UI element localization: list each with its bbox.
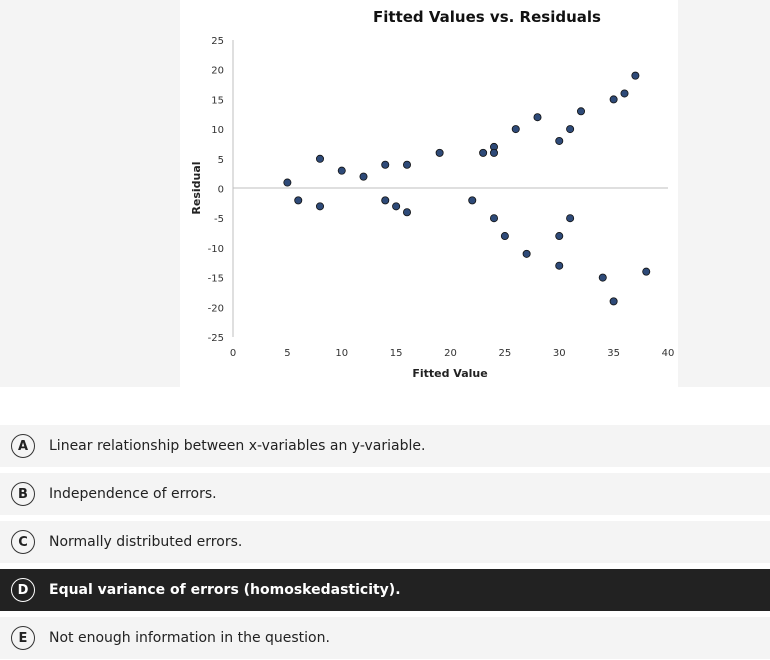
option-letter-badge: C: [11, 530, 35, 554]
data-point: [555, 232, 564, 241]
y-tick-label: -15: [208, 274, 224, 285]
data-point: [315, 202, 324, 211]
option-b[interactable]: B Independence of errors.: [0, 473, 770, 515]
data-point: [598, 273, 607, 282]
data-point: [566, 125, 575, 134]
data-point: [500, 232, 509, 241]
option-d[interactable]: D Equal variance of errors (homoskedasti…: [0, 569, 770, 611]
x-tick-label: 30: [553, 348, 566, 359]
option-letter-badge: E: [11, 626, 35, 650]
x-tick-label: 15: [390, 348, 403, 359]
y-axis-title: Residual: [190, 161, 203, 214]
option-text: Equal variance of errors (homoskedastici…: [49, 582, 401, 598]
y-tick-label: 0: [218, 185, 224, 196]
chart-panel: Fitted Values vs. Residuals 25 20 15 10 5 0 -5…: [180, 0, 678, 387]
data-point: [381, 196, 390, 205]
data-point: [479, 148, 488, 157]
option-text: Normally distributed errors.: [49, 534, 243, 550]
y-tick-label: 25: [211, 36, 224, 47]
data-point: [392, 202, 401, 211]
data-point: [609, 95, 618, 104]
data-point: [620, 89, 629, 98]
chart-title: Fitted Values vs. Residuals: [373, 8, 601, 26]
data-point: [522, 249, 531, 258]
option-letter-badge: B: [11, 482, 35, 506]
data-point: [359, 172, 368, 181]
option-text: Not enough information in the question.: [49, 630, 330, 646]
y-tick-label: 10: [211, 125, 224, 136]
data-point: [631, 71, 640, 80]
data-point: [468, 196, 477, 205]
data-point: [511, 125, 520, 134]
option-text: Linear relationship between x-variables …: [49, 438, 426, 454]
option-a[interactable]: A Linear relationship between x-variable…: [0, 425, 770, 467]
y-tick-label: -20: [208, 303, 224, 314]
data-point: [315, 154, 324, 163]
data-point: [402, 160, 411, 169]
option-e[interactable]: E Not enough information in the question…: [0, 617, 770, 659]
data-point: [642, 267, 651, 276]
y-tick-label: -25: [208, 333, 224, 344]
data-point: [283, 178, 292, 187]
data-point: [566, 214, 575, 223]
x-tick-label: 5: [284, 348, 290, 359]
x-tick-label: 40: [662, 348, 675, 359]
data-point: [402, 208, 411, 217]
y-tick-label: -10: [208, 244, 224, 255]
data-point: [609, 297, 618, 306]
x-tick-label: 20: [444, 348, 457, 359]
data-point: [337, 166, 346, 175]
scatter-chart: Fitted Values vs. Residuals 25 20 15 10 5 0 -5…: [190, 8, 675, 380]
data-point: [576, 107, 585, 116]
x-tick-label: 0: [230, 348, 236, 359]
option-text: Independence of errors.: [49, 486, 217, 502]
x-tick-label: 10: [335, 348, 348, 359]
option-letter-badge: D: [11, 578, 35, 602]
y-tick-label: -5: [214, 214, 224, 225]
option-letter-badge: A: [11, 434, 35, 458]
option-c[interactable]: C Normally distributed errors.: [0, 521, 770, 563]
data-point: [381, 160, 390, 169]
data-point: [533, 113, 542, 122]
data-point: [435, 148, 444, 157]
data-point: [555, 261, 564, 270]
data-point: [489, 148, 498, 157]
x-tick-label: 35: [607, 348, 620, 359]
data-point: [294, 196, 303, 205]
y-tick-label: 15: [211, 95, 224, 106]
y-tick-label: 20: [211, 66, 224, 77]
data-point: [489, 214, 498, 223]
x-tick-label: 25: [499, 348, 512, 359]
x-axis-title: Fitted Value: [412, 367, 487, 380]
y-tick-label: 5: [218, 155, 224, 166]
data-point: [555, 136, 564, 145]
